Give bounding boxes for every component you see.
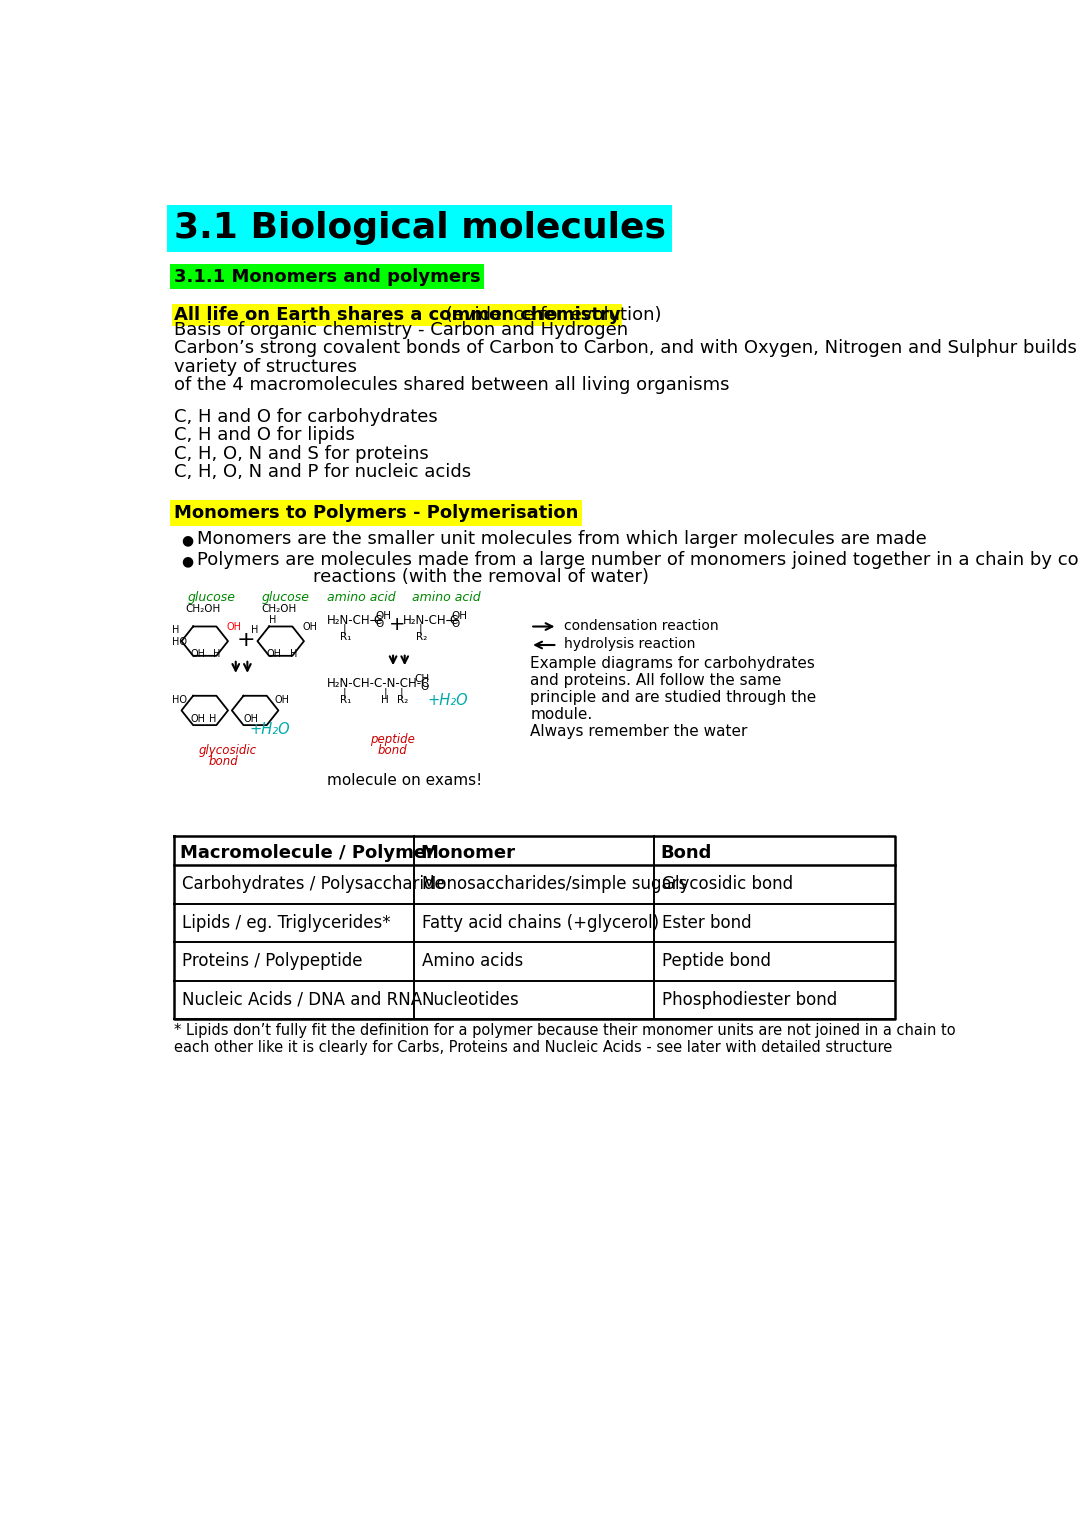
Text: C, H, O, N and P for nucleic acids: C, H, O, N and P for nucleic acids [174, 464, 471, 482]
Text: |: | [400, 688, 403, 697]
Text: molecule on exams!: molecule on exams! [327, 773, 483, 788]
Text: Basis of organic chemistry - Carbon and Hydrogen: Basis of organic chemistry - Carbon and … [174, 320, 627, 339]
Text: amino acid: amino acid [327, 592, 396, 604]
Text: R₁: R₁ [340, 695, 352, 705]
Text: |: | [342, 624, 347, 634]
Text: O: O [451, 619, 459, 628]
Text: OH: OH [375, 612, 391, 621]
Text: bond: bond [208, 755, 239, 769]
Text: OH: OH [227, 622, 242, 631]
Text: Amino acids: Amino acids [422, 952, 523, 970]
Text: OH: OH [267, 648, 282, 659]
Text: OH: OH [191, 648, 206, 659]
Text: Carbon’s strong covalent bonds of Carbon to Carbon, and with Oxygen, Nitrogen an: Carbon’s strong covalent bonds of Carbon… [174, 339, 1080, 357]
Text: +H₂O: +H₂O [249, 721, 291, 737]
Text: O: O [375, 619, 383, 628]
Text: Bond: Bond [661, 843, 712, 862]
Text: OH: OH [302, 622, 318, 631]
Text: H: H [208, 714, 216, 724]
Text: amino acid: amino acid [413, 592, 481, 604]
Text: HO: HO [172, 695, 187, 705]
Text: reactions (with the removal of water): reactions (with the removal of water) [313, 567, 649, 586]
Text: CH₂OH: CH₂OH [186, 604, 220, 615]
Text: H: H [252, 625, 258, 636]
Text: All life on Earth shares a common chemistry: All life on Earth shares a common chemis… [174, 307, 620, 323]
Text: OH: OH [274, 695, 289, 705]
Text: Polymers are molecules made from a large number of monomers joined together in a: Polymers are molecules made from a large… [197, 551, 1080, 569]
Text: H: H [172, 625, 179, 636]
Text: C, H, O, N and S for proteins: C, H, O, N and S for proteins [174, 445, 429, 462]
Text: HO: HO [172, 637, 187, 647]
Text: Proteins / Polypeptide: Proteins / Polypeptide [181, 952, 362, 970]
Text: Ester bond: Ester bond [662, 913, 752, 932]
Text: Carbohydrates / Polysaccharide: Carbohydrates / Polysaccharide [181, 875, 444, 894]
Text: (evidence for evolution): (evidence for evolution) [441, 307, 662, 323]
Text: Lipids / eg. Triglycerides*: Lipids / eg. Triglycerides* [181, 913, 390, 932]
Text: Example diagrams for carbohydrates: Example diagrams for carbohydrates [530, 656, 815, 671]
Text: Nucleotides: Nucleotides [422, 991, 519, 1008]
Text: C, H and O for carbohydrates: C, H and O for carbohydrates [174, 407, 437, 425]
Text: H₂N-CH-C-N-CH-C: H₂N-CH-C-N-CH-C [327, 677, 431, 691]
Text: OH: OH [191, 714, 206, 724]
Text: O: O [420, 682, 429, 692]
Text: R₁: R₁ [340, 633, 352, 642]
Text: H₂N-CH-C: H₂N-CH-C [403, 615, 459, 627]
Text: H: H [213, 648, 220, 659]
Text: ●: ● [181, 534, 193, 547]
Text: bond: bond [378, 744, 407, 756]
Text: glucose: glucose [261, 592, 309, 604]
Text: ●: ● [181, 554, 193, 567]
Text: hydrolysis reaction: hydrolysis reaction [564, 637, 694, 651]
Text: CH₂OH: CH₂OH [261, 604, 297, 615]
Text: OH: OH [243, 714, 258, 724]
Text: |: | [419, 624, 422, 634]
Text: |: | [342, 688, 347, 697]
Text: each other like it is clearly for Carbs, Proteins and Nucleic Acids - see later : each other like it is clearly for Carbs,… [174, 1040, 892, 1055]
Text: glucose: glucose [188, 592, 235, 604]
Text: H: H [269, 616, 276, 625]
Text: and proteins. All follow the same: and proteins. All follow the same [530, 673, 782, 688]
Text: module.: module. [530, 708, 593, 721]
Text: OH: OH [451, 612, 468, 621]
Text: CH: CH [414, 674, 429, 683]
Text: H: H [381, 695, 389, 705]
Text: of the 4 macromolecules shared between all living organisms: of the 4 macromolecules shared between a… [174, 377, 729, 393]
Text: Phosphodiester bond: Phosphodiester bond [662, 991, 837, 1008]
Text: Monosaccharides/simple sugars: Monosaccharides/simple sugars [422, 875, 687, 894]
Text: peptide: peptide [369, 734, 415, 746]
Text: H: H [291, 648, 297, 659]
Text: Macromolecule / Polymer: Macromolecule / Polymer [180, 843, 435, 862]
Text: 3.1.1 Monomers and polymers: 3.1.1 Monomers and polymers [174, 267, 481, 285]
Text: glycosidic: glycosidic [199, 744, 257, 758]
Text: * Lipids don’t fully fit the definition for a polymer because their monomer unit: * Lipids don’t fully fit the definition … [174, 1023, 956, 1037]
Text: |: | [383, 688, 388, 697]
Text: C, H and O for lipids: C, H and O for lipids [174, 425, 354, 444]
Text: R₂: R₂ [397, 695, 408, 705]
Text: +: + [237, 630, 255, 650]
Text: principle and are studied through the: principle and are studied through the [530, 689, 816, 705]
Text: Always remember the water: Always remember the water [530, 724, 747, 738]
Text: +H₂O: +H₂O [428, 692, 469, 708]
Text: Monomer: Monomer [420, 843, 515, 862]
Text: H₂N-CH-C: H₂N-CH-C [327, 615, 383, 627]
Text: R₂: R₂ [416, 633, 428, 642]
Text: Monomers to Polymers - Polymerisation: Monomers to Polymers - Polymerisation [174, 503, 578, 522]
Text: 3.1 Biological molecules: 3.1 Biological molecules [174, 212, 665, 246]
Text: Nucleic Acids / DNA and RNA: Nucleic Acids / DNA and RNA [181, 991, 421, 1008]
Text: Glycosidic bond: Glycosidic bond [662, 875, 793, 894]
Text: +: + [389, 615, 406, 634]
Text: Peptide bond: Peptide bond [662, 952, 771, 970]
Text: variety of structures: variety of structures [174, 358, 356, 375]
Text: Fatty acid chains (+glycerol): Fatty acid chains (+glycerol) [422, 913, 659, 932]
Text: Monomers are the smaller unit molecules from which larger molecules are made: Monomers are the smaller unit molecules … [197, 531, 927, 547]
Text: condensation reaction: condensation reaction [564, 619, 718, 633]
